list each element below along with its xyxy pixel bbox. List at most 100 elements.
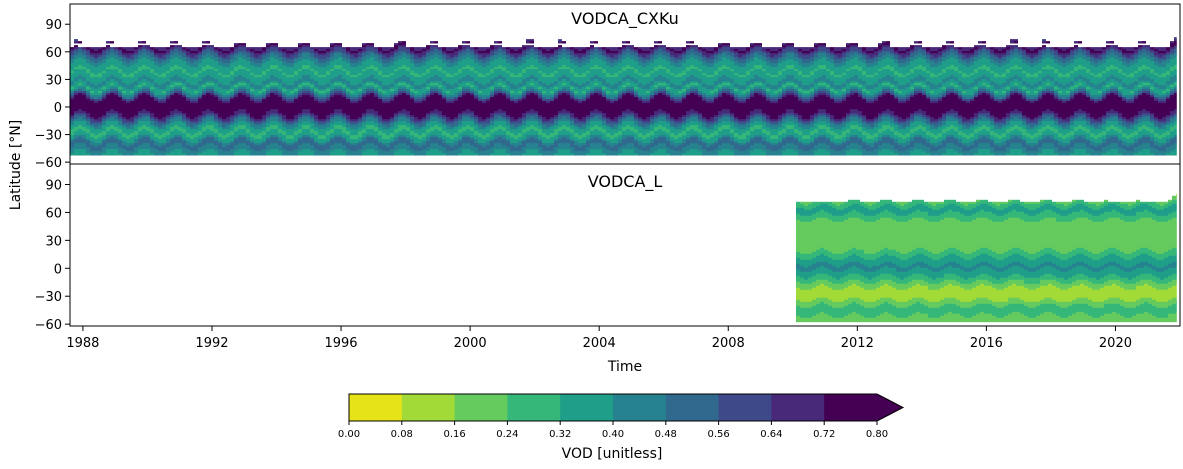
heatmap-cell	[1062, 117, 1066, 120]
heatmap-cell	[594, 115, 602, 118]
heatmap-cell	[990, 71, 994, 74]
heatmap-cell	[954, 69, 958, 72]
heatmap-cell	[590, 97, 606, 100]
heatmap-cell	[1042, 117, 1046, 120]
heatmap-cell	[1126, 83, 1130, 86]
heatmap-cell	[830, 85, 846, 88]
heatmap-cell	[958, 71, 962, 74]
heatmap-cell	[1170, 79, 1177, 82]
heatmap-cell	[558, 51, 570, 54]
heatmap-cell	[414, 47, 426, 50]
heatmap-cell	[166, 115, 170, 118]
heatmap-cell	[1022, 77, 1042, 80]
heatmap-cell	[1026, 63, 1038, 66]
heatmap-cell	[966, 101, 970, 104]
heatmap-cell	[470, 75, 478, 78]
heatmap-cell	[1006, 45, 1018, 48]
heatmap-cell	[878, 59, 882, 62]
heatmap-cell	[358, 61, 362, 64]
heatmap-cell	[446, 87, 454, 90]
heatmap-cell	[362, 63, 382, 66]
heatmap-cell	[850, 91, 858, 94]
heatmap-cell	[1154, 57, 1158, 60]
heatmap-cell	[958, 115, 962, 118]
heatmap-cell	[250, 113, 266, 116]
heatmap-cell	[946, 89, 954, 92]
heatmap-cell	[318, 65, 326, 68]
heatmap-cell	[746, 71, 750, 74]
heatmap-cell	[962, 73, 966, 76]
heatmap-cell	[498, 109, 502, 112]
heatmap-cell	[958, 57, 962, 60]
heatmap-cell	[1170, 51, 1174, 54]
heatmap-cell	[826, 51, 830, 54]
heatmap-cell	[1038, 99, 1058, 102]
heatmap-cell	[398, 51, 406, 54]
heatmap-cell	[814, 89, 818, 92]
heatmap-cell	[750, 61, 766, 64]
heatmap-cell	[770, 55, 774, 58]
heatmap-cell	[102, 95, 106, 98]
heatmap-cell	[246, 89, 250, 92]
heatmap-cell	[762, 87, 770, 90]
heatmap-cell	[670, 91, 678, 94]
heatmap-cell	[578, 57, 582, 60]
heatmap-cell	[490, 69, 494, 72]
heatmap-cell	[514, 117, 518, 120]
heatmap-cell	[830, 95, 834, 98]
heatmap-cell	[950, 75, 954, 78]
heatmap-cell	[274, 75, 286, 78]
heatmap-cell	[794, 53, 798, 56]
heatmap-cell	[282, 113, 298, 116]
heatmap-cell	[998, 61, 1002, 64]
heatmap-cell	[930, 71, 942, 74]
heatmap-cell	[202, 59, 214, 62]
heatmap-cell	[134, 87, 142, 90]
heatmap-cell	[514, 101, 518, 104]
heatmap-cell	[586, 75, 594, 78]
heatmap-cell	[1054, 81, 1058, 84]
heatmap-cell	[1170, 53, 1174, 56]
heatmap-cell	[70, 47, 74, 50]
heatmap-cell	[654, 113, 658, 116]
heatmap-cell	[946, 81, 958, 84]
heatmap-cell	[942, 99, 962, 102]
heatmap-cell	[222, 51, 230, 54]
heatmap-cell	[138, 51, 150, 54]
heatmap-cell	[810, 71, 814, 74]
heatmap-cell	[754, 53, 758, 56]
heatmap-cell	[150, 51, 154, 54]
heatmap-cell	[818, 49, 830, 52]
heatmap-cell	[974, 99, 994, 102]
heatmap-cell	[846, 91, 850, 94]
heatmap-cell	[894, 97, 898, 100]
heatmap-cell	[974, 73, 994, 76]
heatmap-cell	[798, 97, 802, 100]
heatmap-cell	[362, 61, 378, 64]
heatmap-cell	[1166, 71, 1170, 74]
heatmap-cell	[738, 97, 746, 100]
heatmap-cell	[646, 55, 650, 58]
heatmap-cell	[430, 45, 438, 48]
heatmap-cell	[454, 61, 458, 64]
heatmap-cell	[878, 95, 882, 98]
heatmap-cell	[74, 89, 78, 92]
heatmap-cell	[90, 55, 94, 58]
heatmap-cell	[834, 75, 842, 78]
heatmap-cell	[74, 81, 86, 84]
heatmap-cell	[1018, 47, 1022, 50]
heatmap-cell	[234, 83, 238, 86]
heatmap-cell	[86, 57, 94, 60]
heatmap-cell	[262, 101, 286, 104]
heatmap-cell	[118, 115, 122, 118]
heatmap-cell	[426, 73, 446, 76]
heatmap-cell	[442, 69, 458, 72]
heatmap-cell	[446, 97, 454, 100]
heatmap-cell	[270, 87, 278, 90]
heatmap-cell	[1002, 83, 1010, 86]
heatmap-cell	[714, 87, 722, 90]
heatmap-cell	[1086, 69, 1090, 72]
heatmap-cell	[762, 65, 770, 68]
heatmap-cell	[874, 83, 878, 86]
heatmap-cell	[1102, 85, 1106, 88]
